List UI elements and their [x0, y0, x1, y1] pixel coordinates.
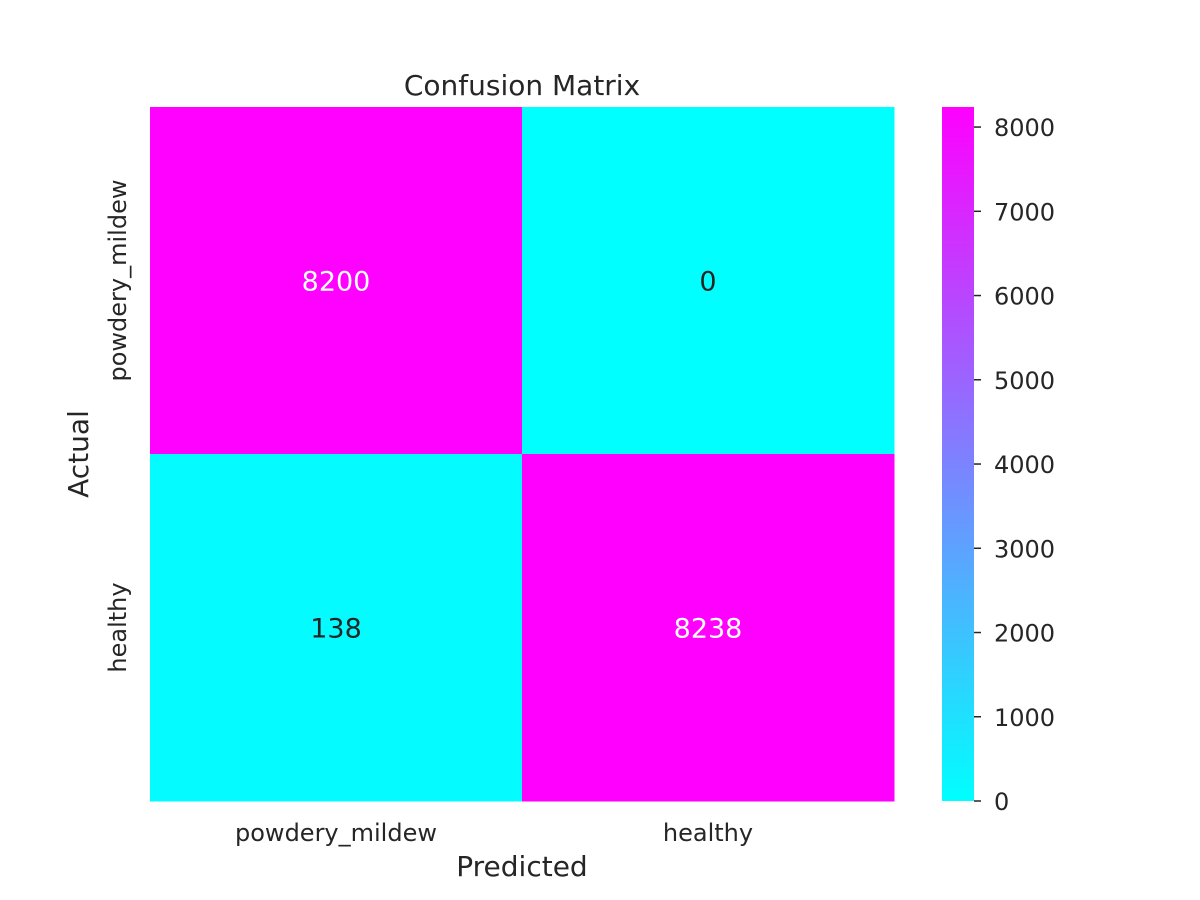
- heatmap-annotations: 8200 0 138 8238: [302, 267, 743, 645]
- x-axis-label: Predicted: [456, 850, 587, 883]
- x-tick-labels: powdery_mildew healthy: [235, 819, 753, 847]
- y-tick-label: healthy: [104, 582, 132, 672]
- colorbar-ticks: 0 1000 2000 3000 4000 5000 6000 7000 8000: [974, 114, 1055, 816]
- colorbar-tick-label: 3000: [994, 535, 1055, 563]
- heatmap-cell: [150, 454, 523, 802]
- heatmap-cells: [150, 107, 895, 802]
- colorbar-tick-label: 8000: [994, 114, 1055, 142]
- heatmap-cell: [522, 454, 895, 802]
- cell-value-label: 0: [699, 267, 716, 298]
- colorbar-tick-label: 7000: [994, 198, 1055, 226]
- y-axis-label: Actual: [62, 410, 95, 498]
- x-tick-label: healthy: [663, 819, 753, 847]
- cell-value-label: 138: [310, 614, 362, 645]
- heatmap-cell: [522, 107, 895, 455]
- chart-title: Confusion Matrix: [404, 69, 640, 102]
- colorbar-tick-label: 6000: [994, 283, 1055, 311]
- cell-value-label: 8200: [302, 267, 371, 298]
- colorbar-tick-label: 2000: [994, 620, 1055, 648]
- heatmap-cell: [150, 107, 523, 455]
- colorbar-tick-label: 1000: [994, 704, 1055, 732]
- colorbar: [942, 107, 974, 801]
- colorbar-tick-label: 0: [994, 788, 1009, 816]
- colorbar-tick-label: 4000: [994, 451, 1055, 479]
- x-tick-label: powdery_mildew: [235, 819, 437, 847]
- colorbar-tick-label: 5000: [994, 367, 1055, 395]
- cell-value-label: 8238: [674, 614, 743, 645]
- y-tick-label: powdery_mildew: [104, 180, 132, 382]
